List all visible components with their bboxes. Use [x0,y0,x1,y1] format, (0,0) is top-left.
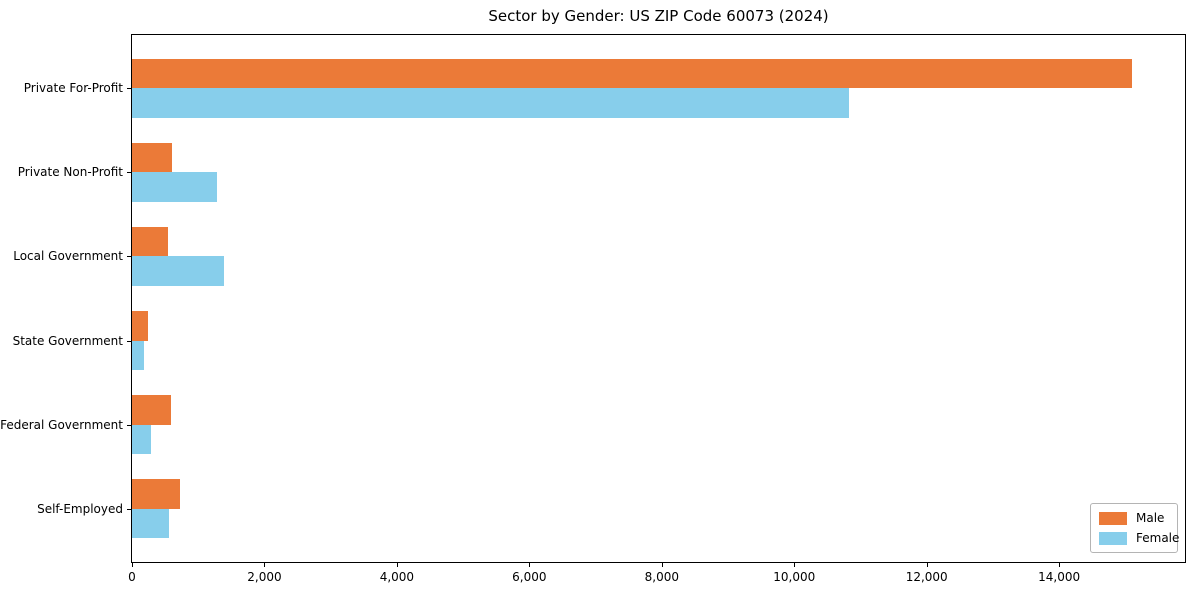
legend-label-female: Female [1136,531,1180,545]
x-tick-label-2: 4,000 [379,570,415,584]
x-tick-2 [396,563,398,567]
y-label-1: Private Non-Profit [17,165,123,180]
female-color-swatch [1099,532,1127,545]
bar-male-5 [132,479,181,509]
male-color-swatch [1099,512,1127,525]
x-tick-1 [264,563,266,567]
x-tick-label-5: 10,000 [773,570,816,584]
bar-male-0 [132,58,1133,89]
y-tick-0 [127,88,131,90]
bar-male-1 [132,143,172,173]
x-tick-3 [529,563,531,567]
bar-male-3 [132,311,149,341]
y-tick-2 [127,256,131,258]
bar-female-3 [132,340,145,370]
y-label-4: Federal Government [0,417,123,432]
legend-entry-female: Female [1099,532,1179,545]
x-tick-label-0: 0 [128,570,136,584]
legend-label-male: Male [1136,511,1165,525]
plot-area: Male Female [131,34,1186,563]
bar-female-0 [132,88,849,118]
bar-female-2 [132,256,225,286]
y-label-0: Private For-Profit [23,81,123,96]
x-tick-label-7: 14,000 [1038,570,1081,584]
x-tick-6 [926,563,928,567]
x-tick-label-3: 6,000 [512,570,547,584]
y-label-3: State Government [12,333,123,348]
x-tick-7 [1059,563,1061,567]
y-tick-3 [127,340,131,342]
x-tick-label-6: 12,000 [905,570,948,584]
bar-male-2 [132,227,169,257]
y-tick-1 [127,172,131,174]
bar-male-4 [132,395,172,425]
y-tick-4 [127,424,131,426]
x-tick-label-1: 2,000 [247,570,282,584]
x-tick-0 [132,563,133,567]
bar-female-1 [132,172,217,202]
bar-female-4 [132,424,152,454]
y-axis-labels: Private For-Profit Private Non-Profit Loca… [0,35,123,564]
x-tick-4 [661,563,663,567]
chart-title: Sector by Gender: US ZIP Code 60073 (202… [488,7,829,25]
legend: Male Female [1090,503,1179,553]
bar-female-5 [132,508,170,539]
y-tick-5 [127,508,131,510]
x-tick-label-4: 8,000 [644,570,679,584]
y-label-5: Self-Employed [37,501,123,516]
y-label-2: Local Government [13,249,123,264]
x-tick-5 [794,563,796,567]
legend-entry-male: Male [1099,512,1169,525]
